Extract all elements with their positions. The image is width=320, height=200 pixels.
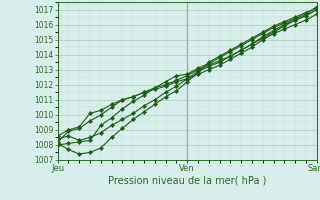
X-axis label: Pression niveau de la mer( hPa ): Pression niveau de la mer( hPa ) bbox=[108, 176, 266, 186]
